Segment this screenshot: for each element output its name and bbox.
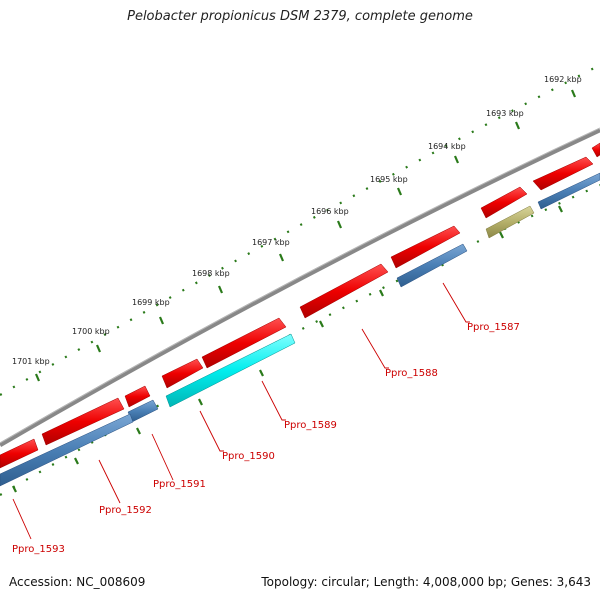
gene-label-ppro-1588[interactable]: Ppro_1588: [385, 368, 438, 379]
inner-ruler-major-ticks: [12, 205, 563, 493]
accession-text: Accession: NC_008609: [9, 575, 146, 589]
gene-feature[interactable]: [537, 172, 600, 210]
gene-label-ppro-1587[interactable]: Ppro_1587: [467, 322, 520, 333]
gene-label-ppro-1592[interactable]: Ppro_1592: [99, 505, 152, 516]
gene-feature[interactable]: [201, 317, 287, 369]
ruler-label-1700: 1700 kbp: [72, 327, 110, 336]
gene-feature[interactable]: [0, 438, 39, 469]
gene-label-ppro-1591[interactable]: Ppro_1591: [153, 479, 206, 490]
backbone-highlight: [0, 127, 600, 444]
ruler-label-1695: 1695 kbp: [370, 175, 408, 184]
gene-feature[interactable]: [485, 205, 535, 239]
gene-label-ppro-1593[interactable]: Ppro_1593: [12, 544, 65, 555]
ruler-label-1698: 1698 kbp: [192, 269, 230, 278]
ruler-label-1697: 1697 kbp: [252, 238, 290, 247]
ruler-label-1692: 1692 kbp: [544, 75, 582, 84]
outer-ruler-major-ticks: [34, 89, 577, 382]
gene-feature[interactable]: [390, 225, 461, 269]
gene-feature[interactable]: [591, 142, 600, 158]
gene-label-ppro-1589[interactable]: Ppro_1589: [284, 420, 337, 431]
gene-feature[interactable]: [396, 243, 468, 288]
gene-feature[interactable]: [161, 358, 204, 389]
label-leaders: [12, 282, 470, 540]
gene-feature[interactable]: [0, 413, 134, 487]
ruler-label-1696: 1696 kbp: [311, 207, 349, 216]
genome-summary-text: Topology: circular; Length: 4,008,000 bp…: [261, 575, 591, 589]
ruler-label-1699: 1699 kbp: [132, 298, 170, 307]
forward-gene-track: [0, 142, 600, 469]
gene-feature[interactable]: [41, 397, 125, 446]
ruler-label-1694: 1694 kbp: [428, 142, 466, 151]
ruler-label-1701: 1701 kbp: [12, 357, 50, 366]
gene-feature[interactable]: [165, 333, 296, 408]
gene-label-ppro-1590[interactable]: Ppro_1590: [222, 451, 275, 462]
ruler-label-1693: 1693 kbp: [486, 109, 524, 118]
gene-feature[interactable]: [299, 263, 389, 319]
gene-feature[interactable]: [480, 186, 528, 219]
genome-backbone: [0, 127, 600, 447]
gene-feature[interactable]: [532, 156, 594, 191]
map-title: Pelobacter propionicus DSM 2379, complet…: [127, 9, 473, 24]
inner-ruler-track: [0, 183, 600, 496]
gene-feature[interactable]: [124, 385, 151, 408]
reverse-gene-track: [0, 172, 600, 487]
